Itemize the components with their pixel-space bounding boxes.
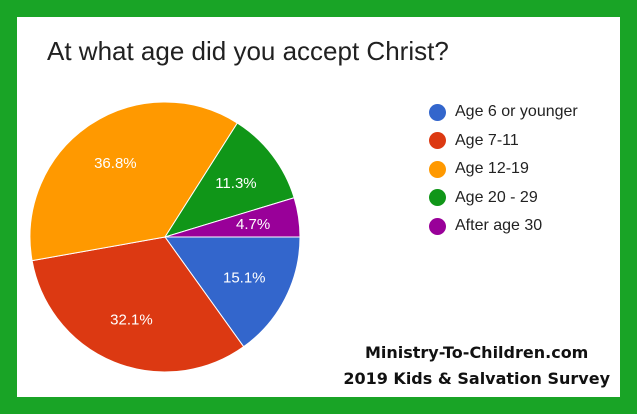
- pie-slice-age-7-11[interactable]: [31, 236, 245, 373]
- legend-swatch: [429, 160, 446, 178]
- chart-title: At what age did you accept Christ?: [47, 36, 449, 66]
- legend-label: Age 6 or younger: [455, 103, 578, 121]
- legend-item-age-12-19[interactable]: Age 12-19: [429, 155, 578, 184]
- source-caption: Ministry-To-Children.com 2019 Kids & Sal…: [343, 340, 610, 392]
- pie-slice-age-6-or-younger[interactable]: [164, 236, 301, 348]
- legend-item-after-age-30[interactable]: After age 30: [429, 212, 578, 241]
- pie-slice-age-12-19[interactable]: [29, 101, 239, 262]
- source-site: Ministry-To-Children.com: [364, 343, 589, 362]
- pie-slice-after-age-30[interactable]: [164, 197, 301, 238]
- legend-label: After age 30: [455, 217, 543, 235]
- legend-label: Age 20 - 29: [455, 188, 538, 206]
- legend-label: Age 7-11: [455, 131, 519, 149]
- survey-name: 2019 Kids & Salvation Survey: [343, 369, 610, 388]
- legend-item-age-6-or-younger[interactable]: Age 6 or younger: [429, 98, 578, 127]
- pie-slice-age-20-29[interactable]: [163, 122, 295, 238]
- legend-swatch: [429, 189, 446, 207]
- slice-label-age-20-29: 11.3%: [215, 175, 256, 192]
- legend-item-age-20-29[interactable]: Age 20 - 29: [429, 184, 578, 213]
- legend-label: Age 12-19: [455, 160, 529, 178]
- legend-swatch: [429, 103, 446, 121]
- slice-label-age-6-or-younger: 15.1%: [223, 270, 266, 287]
- legend-swatch: [429, 217, 446, 235]
- legend-swatch: [429, 132, 446, 150]
- slice-label-after-age-30: 4.7%: [236, 216, 270, 233]
- legend-item-age-7-11[interactable]: Age 7-11: [429, 127, 578, 156]
- slice-label-age-7-11: 32.1%: [110, 312, 153, 329]
- legend: Age 6 or younger Age 7-11 Age 12-19 Age …: [429, 98, 578, 241]
- slice-label-age-12-19: 36.8%: [94, 155, 137, 172]
